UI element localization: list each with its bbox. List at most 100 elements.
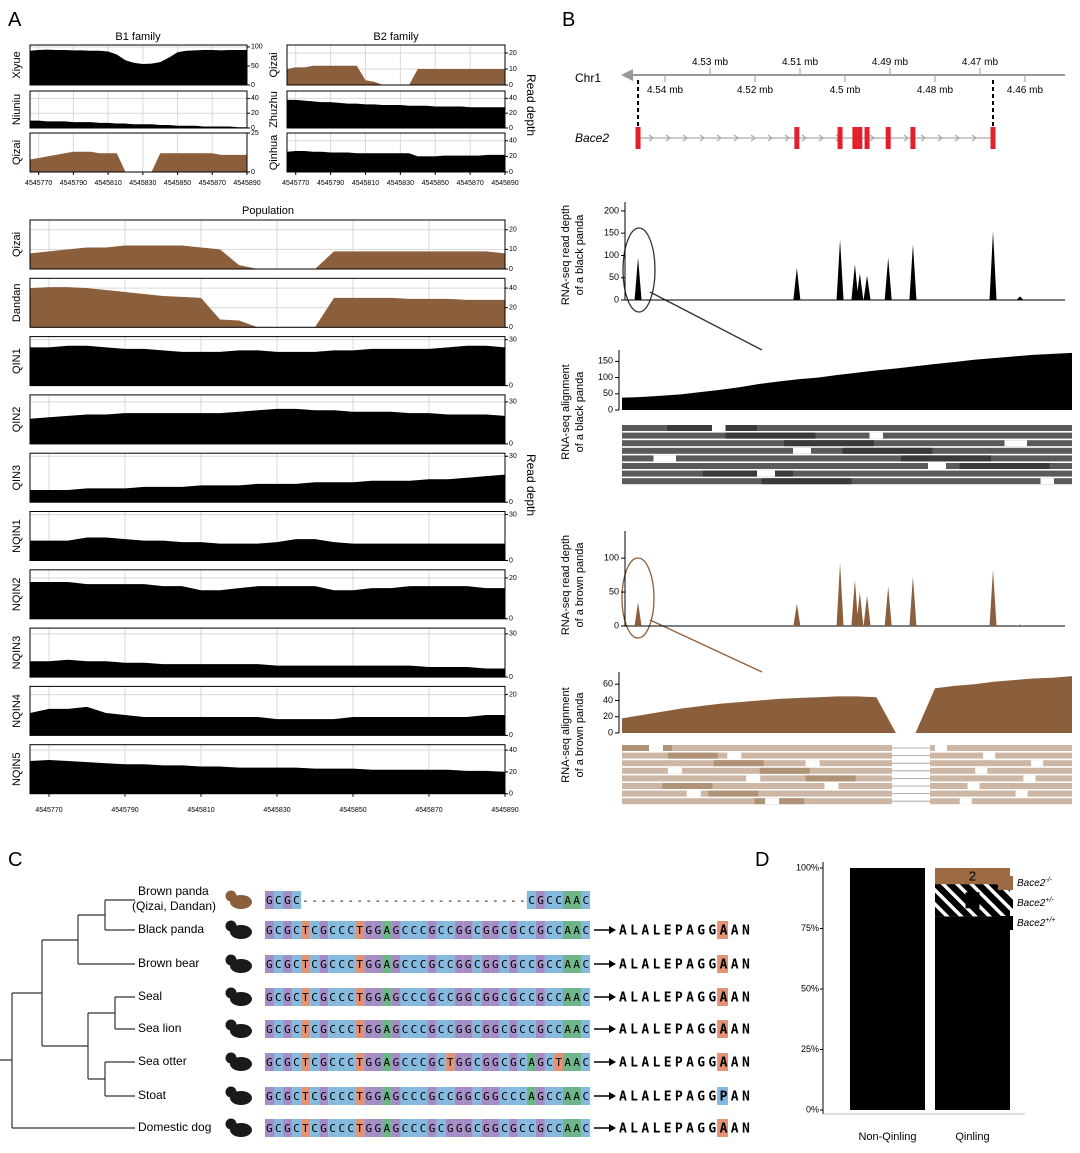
track-frame [286,90,506,129]
coverage-area [287,65,505,85]
coverage-area [30,120,247,128]
axis-title: of a black panda [574,214,586,296]
exon [852,127,858,149]
arrow-head [609,960,616,968]
axis-title: of a brown panda [574,692,586,778]
base-cell [364,1119,374,1137]
base-cell [581,955,591,973]
base-cell [535,1087,545,1105]
bar-segment [935,916,1010,1110]
base-cell [283,1020,293,1038]
base-cell [499,1119,509,1137]
base-cell [544,1053,554,1071]
base-cell [373,1053,383,1071]
y-tick-label: 40 [251,95,259,102]
read [930,745,1072,751]
panel-title: B1 family [115,31,161,43]
base-cell [445,1119,455,1137]
x-tick-label: 4545870 [415,807,442,814]
base-cell [355,921,365,939]
track-frame [29,511,506,561]
arrow-head [609,1124,616,1132]
base-cell [265,955,275,973]
y-tick-label: 0 [509,674,513,681]
y-tick-label: 0 [509,382,513,389]
x-tick-label: Qinling [955,1131,989,1143]
y-tick-label: 150 [604,228,619,238]
base-cell [409,955,419,973]
read-gap [983,752,996,759]
base-cell [274,1053,284,1071]
coverage-area [30,245,505,269]
x-tick-label: 4545810 [352,180,379,187]
base-cell [535,988,545,1006]
base-cell [391,1020,401,1038]
peak [836,239,844,300]
x-tick-label: 4.47 mb [962,57,999,68]
arrow-head [609,1058,616,1066]
base-cell [337,1119,347,1137]
base-cell [274,891,284,909]
base-cell [562,1119,573,1137]
base-cell [454,1020,464,1038]
value-label: 4 [969,893,976,908]
species-icon [225,954,237,966]
base-cell [499,1020,509,1038]
track-frame [29,90,248,129]
base-cell [544,1119,554,1137]
base-cell [409,1087,419,1105]
axis-title: RNA-seq alignment [560,364,572,459]
species-name: Black panda [138,922,204,936]
base-cell [400,1087,410,1105]
y-tick-label: 0 [509,499,513,506]
base-cell [463,1119,473,1137]
y-tick-label: 100% [796,862,819,872]
base-cell [301,988,311,1006]
axis-title: of a brown panda [574,542,586,628]
strand-chevron [733,134,740,142]
residue-highlight [717,1053,728,1071]
bar-segment [850,868,925,1110]
base-cell [544,988,554,1006]
species-name: Stoat [138,1088,167,1102]
track-frame [29,394,506,445]
legend-swatch [998,896,1013,910]
y-tick-label: 20 [509,305,517,312]
base-cell [265,1053,275,1071]
base-cell [355,1119,365,1137]
legend-gene: Bace2 [1017,878,1046,889]
y-tick-label: 75% [801,923,819,933]
track-frame [286,44,506,86]
exon [635,127,641,149]
read-gap [959,798,972,805]
base-cell [517,1053,527,1071]
base-cell [553,1119,563,1137]
exon [794,127,800,149]
read [930,767,1072,774]
base-cell [310,988,320,1006]
y-tick-label: 10 [509,246,517,253]
base-cell [472,988,482,1006]
base-cell [553,1053,563,1071]
base-cell [526,1119,536,1137]
track-label: QIN2 [11,407,23,433]
base-cell [409,1119,419,1137]
y-tick-label: 30 [509,399,517,406]
base-cell [265,988,275,1006]
read [930,760,1072,767]
base-cell [526,1020,536,1038]
base-cell [418,1119,428,1137]
x-tick-label: 4545790 [60,180,87,187]
base-cell [409,988,419,1006]
base-cell [310,955,320,973]
y-tick-label: 0 [509,732,513,739]
species-name: Domestic dog [138,1120,211,1134]
base-cell [454,1087,464,1105]
x-tick-label: 4.49 mb [872,57,909,68]
read-overlap [901,455,991,462]
base-cell [328,1119,338,1137]
base-cell [301,1087,311,1105]
panel-label: D [755,849,769,871]
y-tick-label: 20 [603,711,613,721]
base-cell [346,1119,356,1137]
